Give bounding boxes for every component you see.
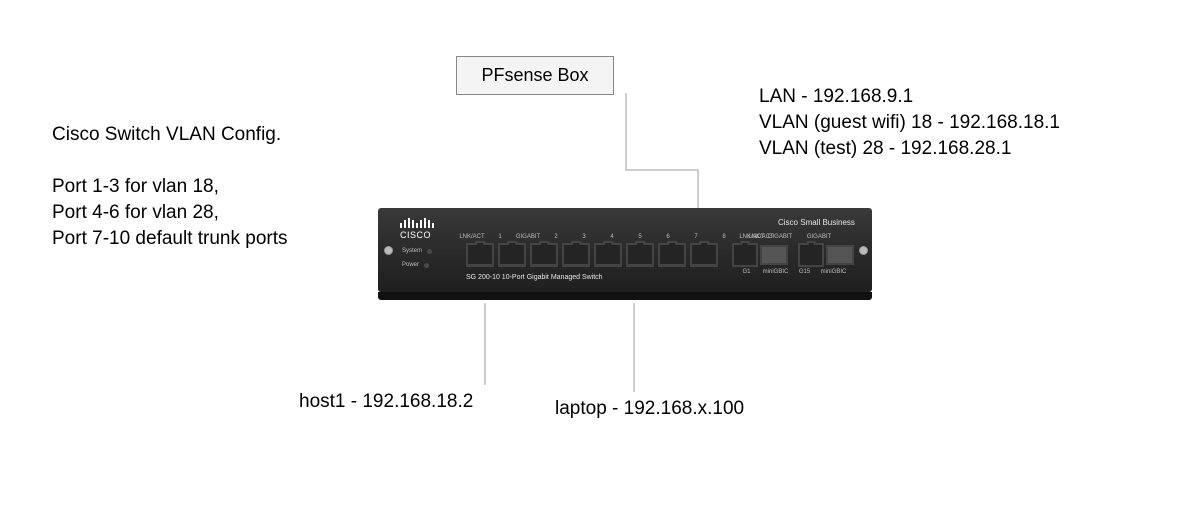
uplink-group [732, 243, 788, 267]
switch-base [378, 292, 872, 300]
ethernet-port [658, 243, 686, 267]
ethernet-port [690, 243, 718, 267]
ethernet-port [594, 243, 622, 267]
cisco-switch: CISCO Cisco Small Business System Power L… [378, 208, 872, 292]
screw [384, 246, 393, 255]
pfsense-node: PFsense Box [456, 56, 614, 95]
uplink-sublabels: G1miniGBICG15miniGBIC [732, 269, 848, 275]
pfsense-ip-text: LAN - 192.168.9.1 VLAN (guest wifi) 18 -… [759, 84, 1060, 162]
cisco-logo: CISCO [400, 218, 434, 240]
led-row: Power [402, 262, 432, 268]
brand-text: Cisco Small Business [778, 218, 855, 227]
ethernet-port [626, 243, 654, 267]
uplink-labels: LNK/ACTGIGABIT [732, 234, 848, 240]
laptop-label: laptop - 192.168.x.100 [555, 398, 744, 420]
led-row: System [402, 248, 432, 254]
pfsense-label: PFsense Box [457, 57, 613, 94]
model-text: SG 200-10 10-Port Gigabit Managed Switch [466, 274, 603, 281]
screw [859, 246, 868, 255]
ethernet-port [498, 243, 526, 267]
ethernet-ports [466, 243, 718, 267]
uplink-ports [732, 243, 854, 267]
status-leds: System Power [402, 248, 432, 268]
uplink-group [798, 243, 854, 267]
host1-label: host1 - 192.168.18.2 [299, 391, 473, 413]
ethernet-port [466, 243, 494, 267]
ethernet-port [530, 243, 558, 267]
diagram-stage: PFsense Box Cisco Switch VLAN Config. Po… [0, 0, 1200, 506]
ethernet-port [562, 243, 590, 267]
cisco-word: CISCO [400, 230, 434, 240]
vlan-config-text: Cisco Switch VLAN Config. Port 1-3 for v… [52, 122, 288, 252]
